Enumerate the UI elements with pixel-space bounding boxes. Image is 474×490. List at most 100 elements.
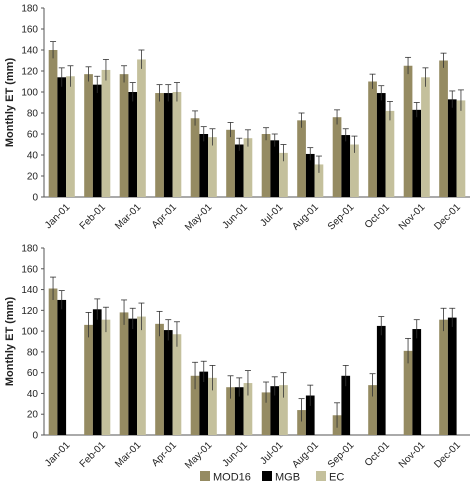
- bar-ec-jul-01: [279, 385, 288, 435]
- legend-label-mod16: MOD16: [213, 472, 251, 484]
- legend-swatch-mgb: [262, 471, 272, 481]
- x-tick-label: Aug-01: [290, 202, 321, 233]
- x-tick-label: Jul-01: [258, 440, 285, 467]
- bar-ec-may-01: [208, 377, 217, 435]
- x-tick-label: Jan-01: [43, 440, 73, 470]
- legend-label-mgb: MGB: [275, 472, 300, 484]
- chart-panel-bottom: 0 20 40 60 80 100 120 140 160 180 Monthly ET (mm) J…: [4, 244, 470, 472]
- bar-mod16-nov-01: [403, 65, 413, 197]
- bar-mgb-aug-01: [305, 395, 315, 435]
- bar-mgb-jun-01: [234, 144, 244, 197]
- y-axis-title: Monthly ET (mm): [4, 297, 16, 387]
- x-tick-label: Apr-01: [150, 440, 179, 469]
- x-tick-label: Sep-01: [326, 202, 357, 233]
- bar-mgb-apr-01: [163, 93, 173, 197]
- x-tick-label: Feb-01: [78, 440, 108, 470]
- bar-mod16-jan-01: [48, 50, 58, 197]
- legend: MOD16 MGB EC: [200, 471, 344, 484]
- bar-mgb-oct-01: [376, 325, 386, 435]
- bar-mod16-jan-01: [48, 288, 58, 435]
- bar-mod16-jul-01: [261, 392, 271, 435]
- bar-mod16-feb-01: [84, 74, 93, 197]
- bar-mod16-may-01: [190, 375, 200, 435]
- bar-mgb-aug-01: [305, 153, 315, 197]
- y-tick-label: 20: [27, 172, 39, 183]
- x-tick-label: May-01: [183, 440, 215, 472]
- y-axis-title: Monthly ET (mm): [4, 58, 16, 148]
- bar-mod16-apr-01: [155, 93, 164, 197]
- bar-ec-jul-01: [279, 152, 288, 197]
- bar-mgb-apr-01: [163, 330, 173, 435]
- bar-mgb-jan-01: [57, 77, 67, 197]
- bar-mod16-mar-01: [119, 312, 129, 435]
- y-tick-label: 80: [27, 347, 39, 358]
- bar-mgb-nov-01: [412, 109, 422, 197]
- bar-mod16-jul-01: [261, 134, 271, 197]
- y-tick-label: 180: [21, 244, 38, 255]
- bar-ec-mar-01: [137, 316, 146, 435]
- bar-mgb-may-01: [199, 134, 209, 197]
- bar-mgb-mar-01: [128, 92, 138, 197]
- bar-mod16-feb-01: [84, 324, 93, 435]
- x-tick-label: Oct-01: [363, 202, 392, 231]
- y-tick-label: 60: [27, 368, 39, 379]
- legend-swatch-mod16: [200, 471, 210, 481]
- bar-ec-aug-01: [314, 164, 324, 197]
- bar-mod16-nov-01: [403, 350, 413, 435]
- bar-mgb-jun-01: [234, 387, 244, 435]
- y-tick-label: 120: [21, 67, 38, 78]
- x-tick-label: Mar-01: [113, 202, 143, 232]
- bar-mgb-may-01: [199, 371, 209, 435]
- legend-swatch-ec: [316, 471, 326, 481]
- bar-ec-may-01: [208, 137, 217, 197]
- bar-mod16-mar-01: [119, 74, 129, 197]
- bar-ec-apr-01: [172, 334, 182, 435]
- bar-ec-jun-01: [243, 138, 253, 197]
- x-tick-label: Aug-01: [290, 440, 321, 471]
- x-tick-label: May-01: [183, 202, 215, 234]
- bar-ec-apr-01: [172, 92, 182, 197]
- bar-mod16-apr-01: [155, 323, 164, 435]
- bar-ec-dec-01: [456, 100, 466, 197]
- bar-mgb-dec-01: [447, 99, 457, 197]
- bar-mod16-sep-01: [332, 117, 342, 197]
- bar-mod16-oct-01: [368, 81, 377, 197]
- y-tick-label: 100: [21, 88, 38, 99]
- x-tick-label: Feb-01: [78, 202, 108, 232]
- bar-mgb-feb-01: [92, 309, 102, 435]
- x-tick-label: Oct-01: [363, 440, 392, 469]
- bar-mod16-oct-01: [368, 385, 377, 435]
- bar-mgb-sep-01: [341, 375, 351, 435]
- x-tick-label: Jan-01: [43, 202, 73, 232]
- bar-mgb-dec-01: [447, 317, 457, 435]
- bar-mgb-sep-01: [341, 135, 351, 197]
- bar-mod16-jun-01: [226, 387, 235, 435]
- bar-ec-feb-01: [101, 69, 111, 197]
- y-tick-label: 180: [21, 4, 38, 15]
- x-tick-label: Jun-01: [221, 202, 251, 232]
- bar-ec-oct-01: [385, 110, 395, 197]
- y-tick-label: 20: [27, 410, 39, 421]
- y-tick-label: 140: [21, 285, 38, 296]
- y-tick-label: 40: [27, 151, 39, 162]
- bar-ec-nov-01: [421, 77, 430, 197]
- bar-ec-jan-01: [66, 76, 75, 197]
- legend-label-ec: EC: [329, 472, 344, 484]
- bar-mgb-jul-01: [270, 386, 280, 435]
- y-tick-label: 0: [32, 431, 38, 442]
- y-tick-label: 120: [21, 306, 38, 317]
- x-tick-label: Sep-01: [326, 440, 357, 471]
- x-tick-label: Jun-01: [221, 440, 251, 470]
- bar-ec-feb-01: [101, 319, 111, 435]
- bar-mod16-jun-01: [226, 129, 235, 197]
- y-tick-label: 160: [21, 264, 38, 275]
- x-tick-label: Dec-01: [432, 440, 463, 471]
- x-tick-label: Nov-01: [397, 440, 428, 471]
- bar-mgb-nov-01: [412, 329, 422, 435]
- bar-ec-mar-01: [137, 59, 146, 198]
- bar-mgb-jan-01: [57, 299, 67, 435]
- bar-mod16-dec-01: [439, 60, 448, 197]
- bar-mgb-oct-01: [376, 93, 386, 197]
- chart-panel-top: 0 20 40 60 80 100 120 140 160 180 Monthly ET (mm) J…: [4, 4, 470, 234]
